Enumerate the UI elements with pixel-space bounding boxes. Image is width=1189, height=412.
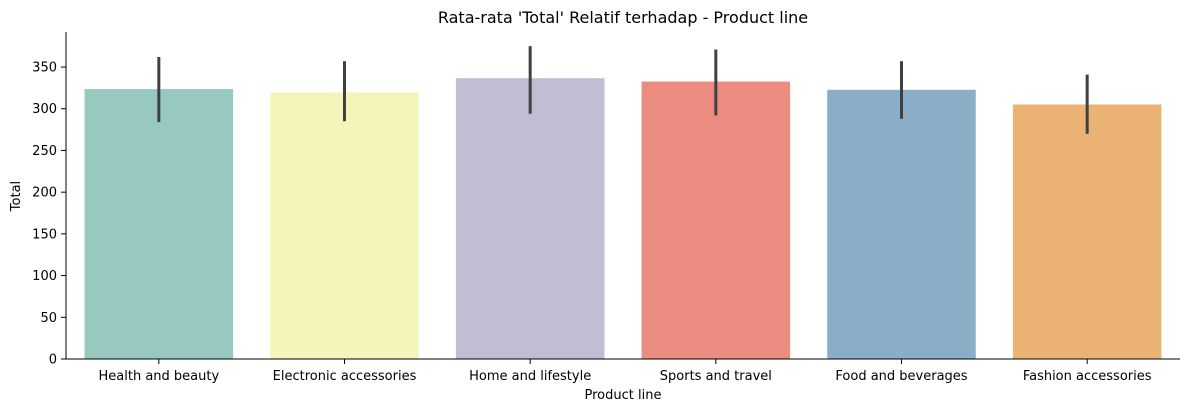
y-ticks-group: 0 50 100 150 200 250 300 350 (32, 61, 66, 368)
y-tick-label: 350 (32, 61, 57, 76)
y-tick-label: 150 (32, 227, 57, 242)
x-tick-label: Food and beverages (835, 369, 967, 384)
y-tick-label: 300 (32, 102, 57, 117)
error-bars-group (157, 46, 1089, 134)
bar-food-and-beverages (827, 89, 976, 359)
x-ticks-group: Health and beauty Electronic accessories H… (99, 359, 1152, 384)
bar-fashion-accessories (1012, 104, 1162, 360)
y-tick-label: 0 (49, 353, 57, 368)
y-tick-label: 50 (40, 311, 57, 326)
x-tick-label: Fashion accessories (1023, 369, 1152, 384)
bar-health-and-beauty (84, 89, 234, 359)
chart-title: Rata-rata 'Total' Relatif terhadap - Pro… (438, 8, 808, 27)
x-axis-title: Product line (585, 388, 662, 403)
y-axis-title: Total (9, 181, 24, 212)
x-tick-label: Home and lifestyle (469, 369, 591, 384)
bars-group (84, 78, 1162, 360)
bar-sports-and-travel (641, 81, 791, 360)
x-tick-label: Sports and travel (660, 369, 772, 384)
y-tick-label: 100 (32, 269, 57, 284)
x-tick-label: Electronic accessories (273, 369, 417, 384)
y-tick-label: 200 (32, 186, 57, 201)
y-tick-label: 250 (32, 144, 57, 159)
x-tick-label: Health and beauty (99, 369, 220, 384)
bar-electronic-accessories (270, 92, 419, 359)
bar-home-and-lifestyle (455, 78, 605, 360)
